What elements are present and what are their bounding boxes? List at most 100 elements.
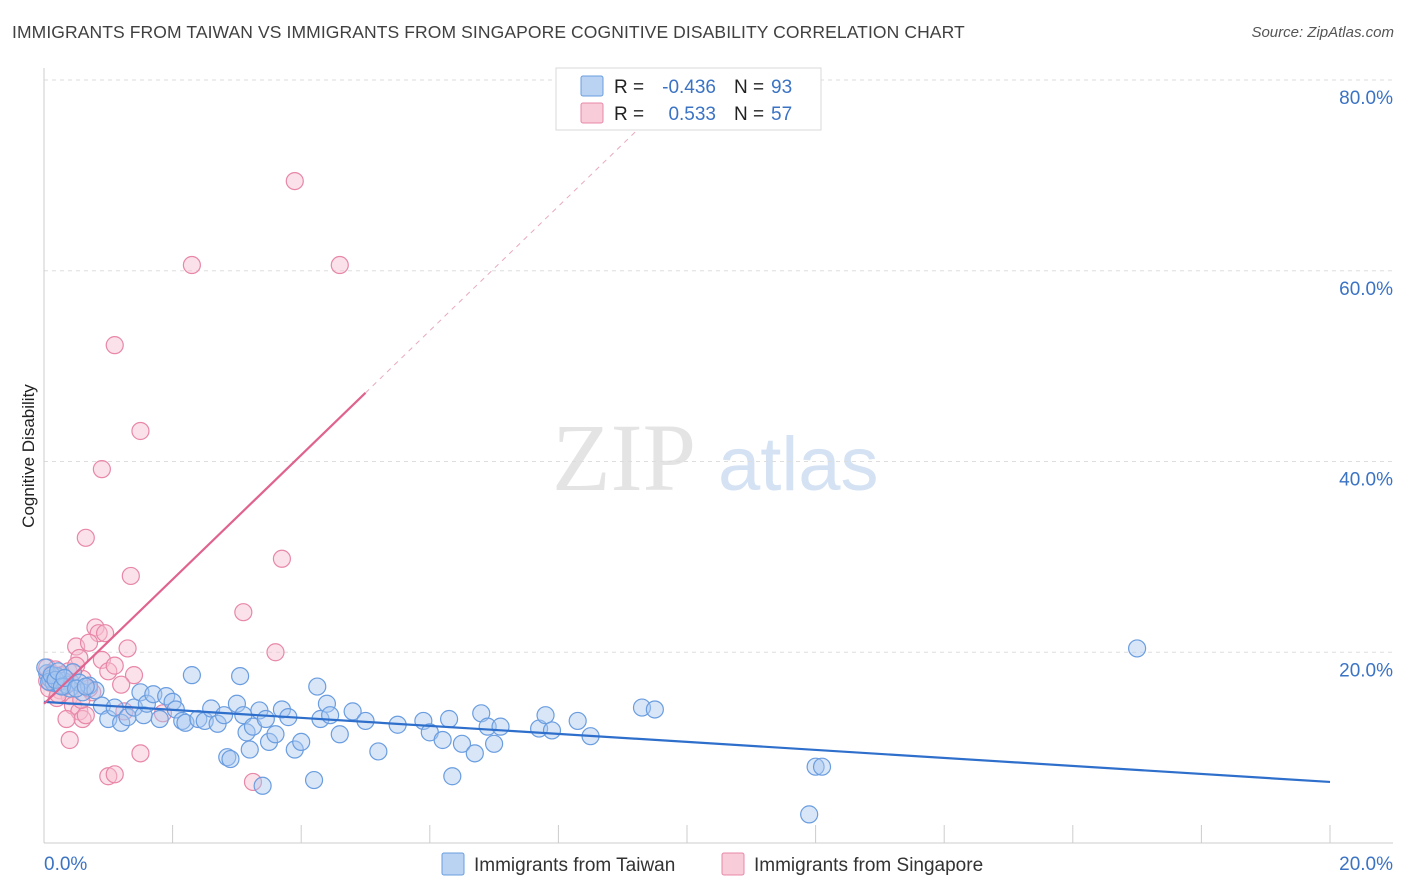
stats-legend-n-label-taiwan: N = [734, 77, 764, 98]
singapore-point [234, 603, 253, 622]
singapore-point [121, 566, 140, 586]
stats-legend-n-value-taiwan: 93 [771, 77, 792, 98]
taiwan-point [536, 706, 555, 725]
trendline-taiwan [43, 700, 1331, 784]
y-tick-label: 80.0% [1339, 88, 1393, 109]
taiwan-point [272, 700, 292, 719]
singapore-point [131, 744, 150, 763]
singapore-point [272, 549, 292, 568]
y-tick-labels: 20.0% 40.0% 60.0% 80.0% [1339, 88, 1393, 681]
taiwan-point [259, 732, 279, 752]
watermark-atlas: atlas [718, 422, 879, 507]
taiwan-point [439, 709, 459, 729]
taiwan-point [240, 740, 259, 759]
taiwan-point [214, 706, 234, 725]
y-tick-label: 60.0% [1339, 279, 1393, 300]
singapore-point [76, 706, 95, 725]
singapore-point [76, 528, 95, 547]
legend-swatch-taiwan [441, 852, 465, 876]
taiwan-point [330, 725, 349, 744]
taiwan-point [465, 744, 484, 763]
taiwan-point [118, 708, 137, 727]
taiwan-point [806, 757, 825, 776]
singapore-point [118, 639, 137, 658]
singapore-point [105, 656, 124, 675]
singapore-point [57, 709, 76, 729]
singapore-point [89, 624, 108, 643]
singapore-point [60, 730, 79, 750]
taiwan-point [433, 730, 452, 750]
x-tick-label: 20.0% [1339, 854, 1393, 875]
taiwan-point [76, 677, 95, 696]
stats-legend-swatch-taiwan [580, 75, 604, 97]
taiwan-point [253, 776, 272, 795]
x-tick-labels: 0.0% 20.0% [44, 854, 1393, 875]
taiwan-point [49, 662, 68, 681]
axes [43, 68, 1393, 844]
taiwan-point [227, 694, 246, 713]
taiwan-point [800, 805, 819, 824]
stats-legend-n-value-singapore: 57 [771, 104, 792, 125]
y-tick-label: 40.0% [1339, 470, 1393, 491]
x-tick-label: 0.0% [44, 854, 87, 875]
taiwan-point [485, 734, 504, 753]
singapore-point [182, 255, 201, 275]
taiwan-point [317, 694, 337, 713]
taiwan-point [478, 717, 497, 736]
stats-legend-r-label-singapore: R = [614, 104, 644, 125]
taiwan-point [568, 711, 587, 731]
y-tick-label: 20.0% [1339, 660, 1393, 681]
singapore-point [285, 171, 304, 191]
watermark: ZIP atlas [552, 404, 879, 511]
trendline-singapore [43, 392, 367, 705]
chart-source: Source: ZipAtlas.com [1251, 24, 1394, 41]
taiwan-point [491, 717, 510, 736]
taiwan-point [304, 770, 324, 790]
singapore-point [92, 460, 111, 479]
taiwan-point [182, 666, 201, 685]
singapore-point [99, 767, 118, 786]
stats-legend-n-label-singapore: N = [734, 104, 764, 125]
stats-legend-r-label-taiwan: R = [614, 77, 644, 98]
taiwan-point [645, 700, 664, 719]
singapore-point [131, 421, 150, 441]
trendline-singapore-extension [365, 81, 688, 394]
singapore-point [105, 336, 124, 355]
taiwan-point [443, 767, 462, 786]
taiwan-point [86, 681, 105, 700]
taiwan-point [1127, 639, 1147, 658]
taiwan-point [173, 711, 192, 731]
singapore-point [105, 765, 124, 784]
gridlines [44, 79, 1393, 653]
taiwan-point [812, 757, 832, 776]
trendlines [43, 81, 1331, 784]
x-tick-marks [43, 825, 1331, 843]
singapore-point [112, 675, 131, 694]
taiwan-point [285, 740, 304, 759]
taiwan-point [221, 749, 240, 769]
taiwan-point [308, 677, 327, 696]
singapore-point [266, 643, 285, 662]
singapore-point [243, 772, 263, 792]
legend-label-singapore: Immigrants from Singapore [754, 855, 983, 876]
taiwan-point [369, 742, 388, 761]
singapore-point [95, 624, 115, 643]
stats-legend-swatch-singapore [580, 102, 604, 124]
taiwan-point [218, 748, 237, 767]
taiwan-point [321, 706, 340, 725]
taiwan-point [266, 725, 285, 744]
y-axis-label: Cognitive Disability [19, 384, 38, 528]
singapore-point [330, 255, 349, 275]
taiwan-point [452, 734, 472, 753]
stats-legend-r-value-taiwan: -0.436 [662, 77, 716, 98]
taiwan-point [150, 709, 169, 729]
bottom-legend: Immigrants from Taiwan Immigrants from S… [441, 852, 983, 876]
singapore-point [124, 666, 144, 685]
taiwan-point [542, 721, 562, 740]
chart-title: IMMIGRANTS FROM TAIWAN VS IMMIGRANTS FRO… [12, 22, 965, 42]
legend-label-taiwan: Immigrants from Taiwan [474, 855, 675, 876]
taiwan-point [343, 702, 362, 721]
series-taiwan-points [36, 639, 1147, 824]
stats-legend: R = -0.436 N = 93 R = 0.533 N = 57 [555, 67, 822, 131]
